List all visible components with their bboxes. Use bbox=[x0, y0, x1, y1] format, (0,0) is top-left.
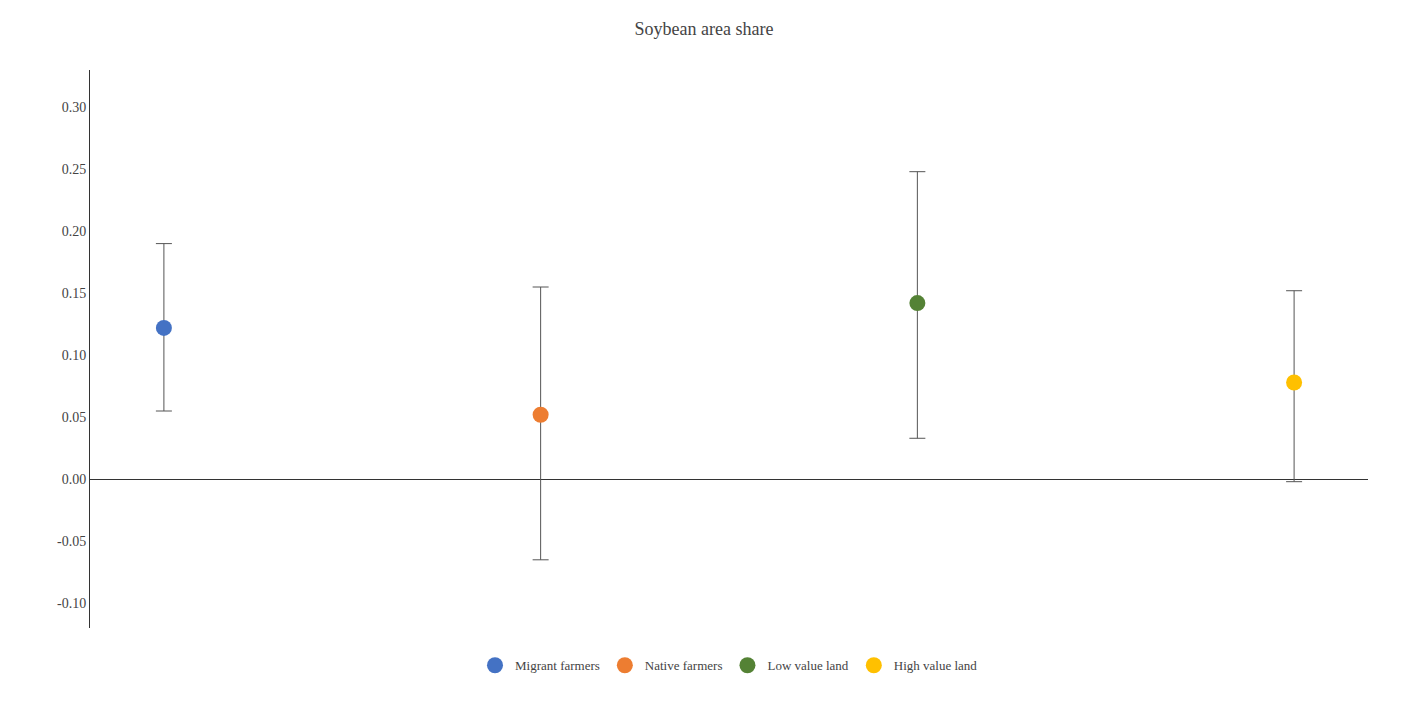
svg-text:0.05: 0.05 bbox=[62, 410, 87, 425]
svg-text:0.30: 0.30 bbox=[62, 100, 87, 115]
svg-text:0.25: 0.25 bbox=[62, 162, 87, 177]
svg-text:0.10: 0.10 bbox=[62, 348, 87, 363]
svg-text:0.20: 0.20 bbox=[62, 224, 87, 239]
svg-text:Soybean area share: Soybean area share bbox=[635, 19, 774, 39]
svg-text:0.15: 0.15 bbox=[62, 286, 87, 301]
svg-text:-0.10: -0.10 bbox=[57, 596, 86, 611]
svg-text:High value land: High value land bbox=[894, 658, 978, 673]
svg-text:-0.05: -0.05 bbox=[57, 534, 86, 549]
svg-text:Low value land: Low value land bbox=[767, 658, 848, 673]
svg-text:Migrant farmers: Migrant farmers bbox=[515, 658, 600, 673]
svg-text:Native farmers: Native farmers bbox=[645, 658, 723, 673]
svg-text:0.00: 0.00 bbox=[62, 472, 87, 487]
